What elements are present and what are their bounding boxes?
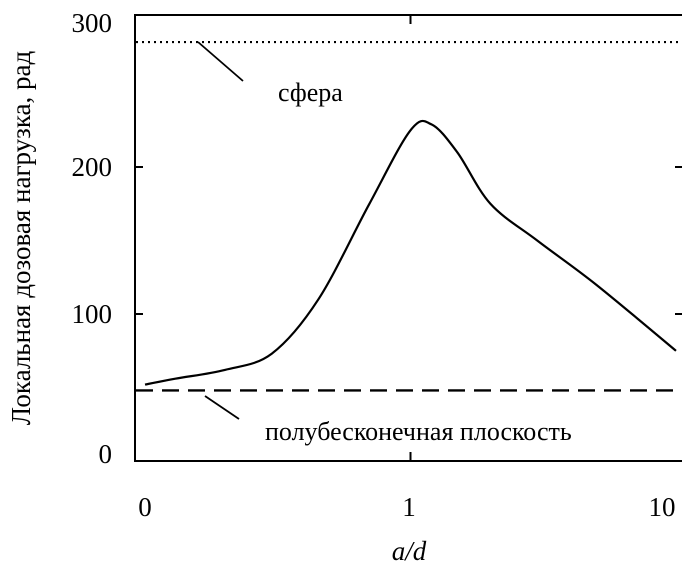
ticks: 0 100 200 300 0 1 10 <box>72 8 682 522</box>
sphere-leader-line <box>197 41 244 82</box>
series-line-solid <box>144 119 677 386</box>
plot-frame <box>134 14 682 462</box>
y-axis-title: Локальная дозовая нагрузка, рад <box>6 50 36 425</box>
x-axis-title: a/d <box>392 536 427 565</box>
annotation-halfplane: полубесконечная плоскость <box>265 417 572 446</box>
series <box>136 40 682 392</box>
x-tick-label: 1 <box>402 492 416 522</box>
y-tick-label: 300 <box>72 8 113 38</box>
annotation-sphere: сфера <box>278 78 343 107</box>
y-tick-label: 200 <box>72 152 113 182</box>
y-tick-label: 0 <box>99 439 113 469</box>
x-tick-label: 10 <box>649 492 676 522</box>
y-tick-label: 100 <box>72 299 113 329</box>
x-tick-label: 0 <box>138 492 152 522</box>
plane-leader-line <box>204 395 240 420</box>
